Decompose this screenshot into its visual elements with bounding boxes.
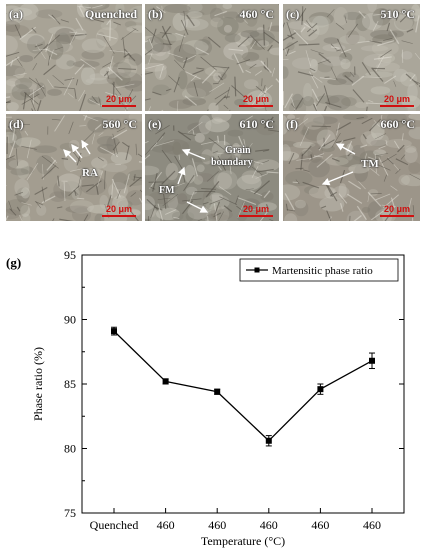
panel-temperature: 610 °C [239, 117, 274, 131]
legend-label: Martensitic phase ratio [272, 265, 373, 277]
panel-label: (c) [286, 7, 300, 21]
scale-bar: 20 μm [380, 205, 414, 217]
annotation-boundary: boundary [211, 157, 253, 168]
micrograph-texture [6, 4, 142, 111]
micrograph-texture [283, 4, 420, 111]
data-point [369, 357, 375, 364]
micrograph-texture [145, 114, 279, 221]
data-point [265, 437, 272, 444]
legend: Martensitic phase ratio [239, 258, 399, 282]
micrograph-b: (b) 460 °C 20 μm [145, 4, 279, 111]
y-tick-label: 95 [64, 248, 76, 262]
annotation-arrows [63, 139, 91, 163]
micrograph-d: (d) 560 °C RA 20 μm [6, 114, 142, 221]
scale-label: 20 μm [242, 204, 270, 214]
y-tick-label: 80 [64, 442, 76, 456]
y-tick-label: 85 [64, 377, 76, 391]
annotation-grain: Grain [225, 145, 251, 156]
scale-bar: 20 μm [102, 95, 136, 107]
legend-marker [254, 267, 260, 273]
micrograph-texture [6, 114, 142, 221]
annotation-arrows [321, 143, 356, 186]
x-tick-label: 460 [311, 518, 329, 532]
scale-bar: 20 μm [102, 205, 136, 217]
panel-label: (f) [286, 117, 298, 131]
micrograph-a: (a) Quenched 20 μm [6, 4, 142, 111]
data-point [111, 328, 117, 335]
x-tick-label: Quenched [90, 518, 139, 532]
panel-temperature: 510 °C [380, 7, 415, 21]
micrograph-texture [283, 114, 420, 221]
scale-label: 20 μm [383, 94, 411, 104]
x-tick-label: 460 [157, 518, 175, 532]
scale-bar: 20 μm [239, 205, 273, 217]
scale-label: 20 μm [105, 94, 133, 104]
y-tick-label: 90 [64, 313, 76, 327]
series-line [113, 330, 373, 442]
panel-label: (d) [9, 117, 24, 131]
scale-label: 20 μm [105, 204, 133, 214]
x-tick-label: 460 [260, 518, 278, 532]
micrograph-f: (f) 660 °C TM 20 μm [283, 114, 420, 221]
micrograph-c: (c) 510 °C 20 μm [283, 4, 420, 111]
annotation-fm: FM [159, 185, 175, 196]
panel-temperature: 660 °C [380, 117, 415, 131]
panel-temperature: 460 °C [239, 7, 274, 21]
micrograph-texture [145, 4, 279, 111]
y-axis: 75 80 85 90 95 [64, 248, 404, 520]
x-tick-label: 460 [363, 518, 381, 532]
y-tick-label: 75 [64, 506, 76, 520]
data-point [162, 378, 169, 385]
chart-panel-label: (g) [6, 255, 21, 270]
data-point [317, 386, 324, 393]
micrograph-e: (e) 610 °C Grain boundary FM 20 μm [145, 114, 279, 221]
scale-bar: 20 μm [380, 95, 414, 107]
annotation-arrows [177, 148, 209, 213]
x-axis-label: Temperature (°C) [201, 534, 285, 548]
panel-label: (a) [9, 7, 23, 21]
panel-label: (b) [148, 7, 163, 21]
scale-bar: 20 μm [239, 95, 273, 107]
plot-frame [81, 254, 405, 514]
annotation-ra: RA [82, 167, 98, 179]
data-point [214, 388, 221, 395]
panel-temperature: 560 °C [102, 117, 137, 131]
legend-box [239, 258, 399, 282]
x-axis: Quenched 460 460 460 460 460 [90, 508, 381, 532]
scale-label: 20 μm [242, 94, 270, 104]
scale-label: 20 μm [383, 204, 411, 214]
panel-temperature: Quenched [84, 7, 137, 21]
phase-ratio-chart: (g) 75 80 85 90 95 Quenched 460 460 460 460 460 P… [6, 248, 405, 548]
y-axis-label: Phase ratio (%) [31, 347, 45, 421]
series-martensitic [111, 326, 375, 447]
panel-label: (e) [148, 117, 162, 131]
x-tick-label: 460 [208, 518, 226, 532]
annotation-tm: TM [361, 158, 379, 170]
